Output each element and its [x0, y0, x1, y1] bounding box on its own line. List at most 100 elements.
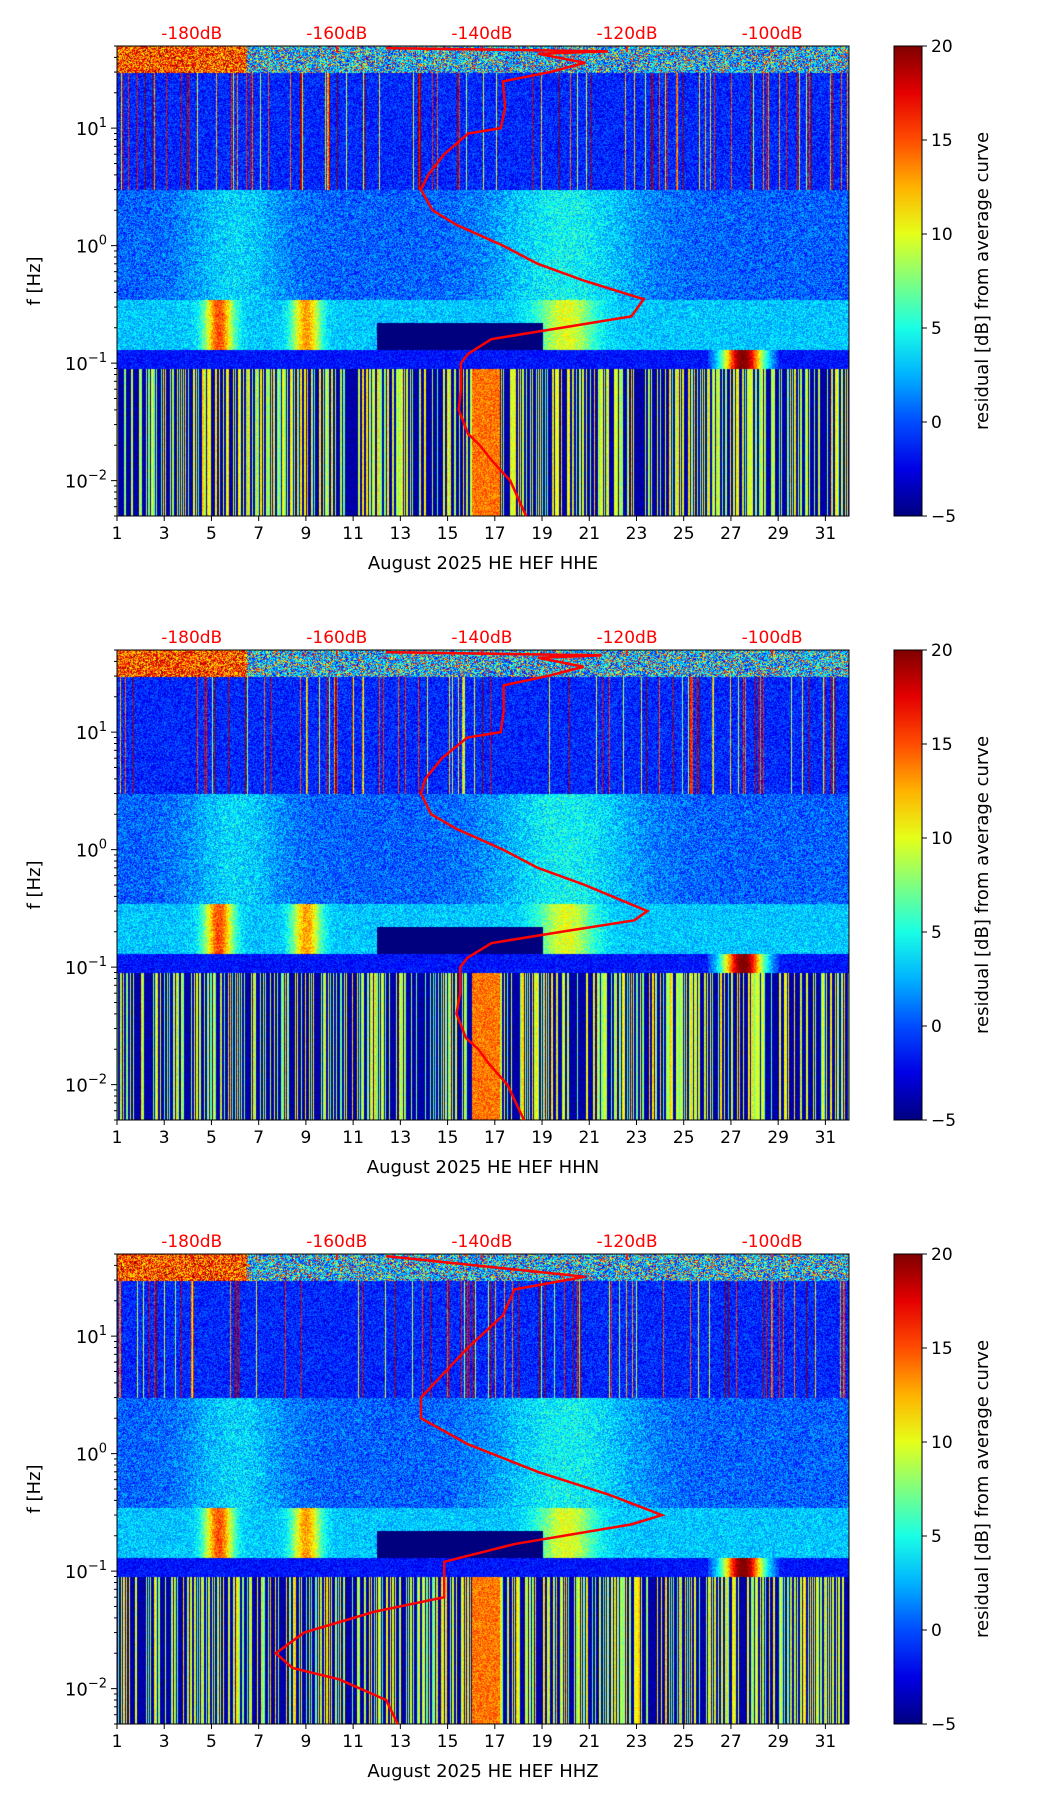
- x-tick-label: 17: [484, 1128, 506, 1148]
- spectrogram-image: [117, 46, 849, 516]
- x-tick-label: 31: [815, 1128, 837, 1148]
- x-tick-label: 27: [720, 1732, 742, 1752]
- x-tick-label: 3: [159, 1128, 170, 1148]
- x-tick-label: 9: [300, 1128, 311, 1148]
- y-tick-label: 100: [76, 234, 107, 258]
- x-tick-label: 5: [206, 524, 217, 544]
- colorbar-tick-label: 10: [931, 1433, 953, 1453]
- top-tick-label: -140dB: [451, 24, 512, 44]
- y-tick-label: 10−2: [65, 469, 107, 493]
- x-tick-label: 21: [578, 1732, 600, 1752]
- panel-hhn: -180dB -160dB -140dB -120dB -100dB 1 3 5 7 9 11 13 1…: [0, 604, 1052, 1208]
- top-tick-label: -120dB: [596, 628, 657, 648]
- colorbar-tick-label: −5: [931, 1715, 956, 1735]
- x-tick-label: 13: [390, 524, 412, 544]
- x-tick-label: 29: [767, 1732, 789, 1752]
- colorbar-tick-label: 0: [931, 1017, 942, 1037]
- x-tick-label: 27: [720, 524, 742, 544]
- x-tick-label: 13: [390, 1732, 412, 1752]
- top-tick-label: -160dB: [306, 1232, 367, 1252]
- x-axis-label: August 2025 HE HEF HHZ: [367, 1761, 598, 1782]
- top-tick-label: -160dB: [306, 24, 367, 44]
- y-axis-label: f [Hz]: [24, 860, 45, 909]
- x-tick-label: 11: [342, 1732, 364, 1752]
- x-tick-label: 1: [112, 1128, 123, 1148]
- spectrogram-image: [117, 1254, 849, 1724]
- x-tick-label: 1: [112, 524, 123, 544]
- x-tick-label: 17: [484, 1732, 506, 1752]
- x-tick-label: 21: [578, 1128, 600, 1148]
- x-tick-label: 3: [159, 524, 170, 544]
- panel-hhz: -180dB -160dB -140dB -120dB -100dB 1 3 5 7 9 11 13 1…: [0, 1208, 1052, 1806]
- x-tick-label: 9: [300, 1732, 311, 1752]
- x-tick-label: 5: [206, 1128, 217, 1148]
- y-tick-label: 100: [76, 838, 107, 862]
- colorbar-tick-label: 10: [931, 829, 953, 849]
- colorbar-tick-label: 20: [931, 37, 953, 57]
- x-tick-label: 21: [578, 524, 600, 544]
- colorbar-label: residual [dB] from average curve: [972, 132, 993, 430]
- colorbar: [893, 1253, 923, 1725]
- colorbar: [893, 649, 923, 1121]
- y-axis-label: f [Hz]: [24, 256, 45, 305]
- x-tick-label: 13: [390, 1128, 412, 1148]
- colorbar-tick-label: −5: [931, 1111, 956, 1131]
- colorbar-tick-label: 5: [931, 923, 942, 943]
- x-tick-label: 27: [720, 1128, 742, 1148]
- x-tick-label: 15: [437, 1732, 459, 1752]
- top-tick-label: -140dB: [451, 1232, 512, 1252]
- top-tick-label: -120dB: [596, 1232, 657, 1252]
- colorbar-tick-label: 20: [931, 1245, 953, 1265]
- x-tick-label: 19: [531, 1128, 553, 1148]
- top-tick-label: -120dB: [596, 24, 657, 44]
- y-tick-label: 10−1: [65, 1559, 107, 1583]
- x-tick-label: 29: [767, 1128, 789, 1148]
- top-tick-label: -140dB: [451, 628, 512, 648]
- x-tick-label: 25: [673, 1732, 695, 1752]
- y-tick-label: 101: [76, 116, 107, 140]
- x-tick-label: 7: [253, 1732, 264, 1752]
- y-tick-label: 10−2: [65, 1073, 107, 1097]
- colorbar-tick-label: −5: [931, 507, 956, 527]
- x-tick-label: 17: [484, 524, 506, 544]
- colorbar-tick-label: 5: [931, 319, 942, 339]
- y-tick-label: 101: [76, 1324, 107, 1348]
- x-tick-label: 23: [626, 1732, 648, 1752]
- x-tick-label: 23: [626, 1128, 648, 1148]
- x-tick-label: 5: [206, 1732, 217, 1752]
- colorbar-tick-label: 15: [931, 1339, 953, 1359]
- y-axis-label: f [Hz]: [24, 1464, 45, 1513]
- top-tick-label: -180dB: [161, 628, 222, 648]
- y-tick-label: 10−1: [65, 955, 107, 979]
- x-tick-label: 11: [342, 1128, 364, 1148]
- x-tick-label: 1: [112, 1732, 123, 1752]
- top-tick-label: -180dB: [161, 24, 222, 44]
- colorbar-label: residual [dB] from average curve: [972, 736, 993, 1034]
- x-tick-label: 7: [253, 1128, 264, 1148]
- x-axis-label: August 2025 HE HEF HHE: [368, 553, 598, 574]
- x-tick-label: 19: [531, 1732, 553, 1752]
- spectrogram-image: [117, 650, 849, 1120]
- x-tick-label: 25: [673, 524, 695, 544]
- colorbar-tick-label: 5: [931, 1527, 942, 1547]
- top-tick-label: -160dB: [306, 628, 367, 648]
- colorbar-tick-label: 0: [931, 1621, 942, 1641]
- x-tick-label: 31: [815, 1732, 837, 1752]
- y-tick-label: 101: [76, 720, 107, 744]
- y-tick-label: 10−2: [65, 1677, 107, 1701]
- top-tick-label: -100dB: [742, 24, 803, 44]
- colorbar: [893, 45, 923, 517]
- x-tick-label: 15: [437, 1128, 459, 1148]
- x-tick-label: 31: [815, 524, 837, 544]
- colorbar-label: residual [dB] from average curve: [972, 1340, 993, 1638]
- x-tick-label: 19: [531, 524, 553, 544]
- panel-hhe: -180dB -160dB -140dB -120dB -100dB 1 3 5 7 9 11 13 1…: [0, 0, 1052, 604]
- y-tick-label: 100: [76, 1442, 107, 1466]
- x-tick-label: 29: [767, 524, 789, 544]
- colorbar-tick-label: 15: [931, 735, 953, 755]
- colorbar-tick-label: 20: [931, 641, 953, 661]
- colorbar-tick-label: 0: [931, 413, 942, 433]
- top-tick-label: -100dB: [742, 1232, 803, 1252]
- x-tick-label: 7: [253, 524, 264, 544]
